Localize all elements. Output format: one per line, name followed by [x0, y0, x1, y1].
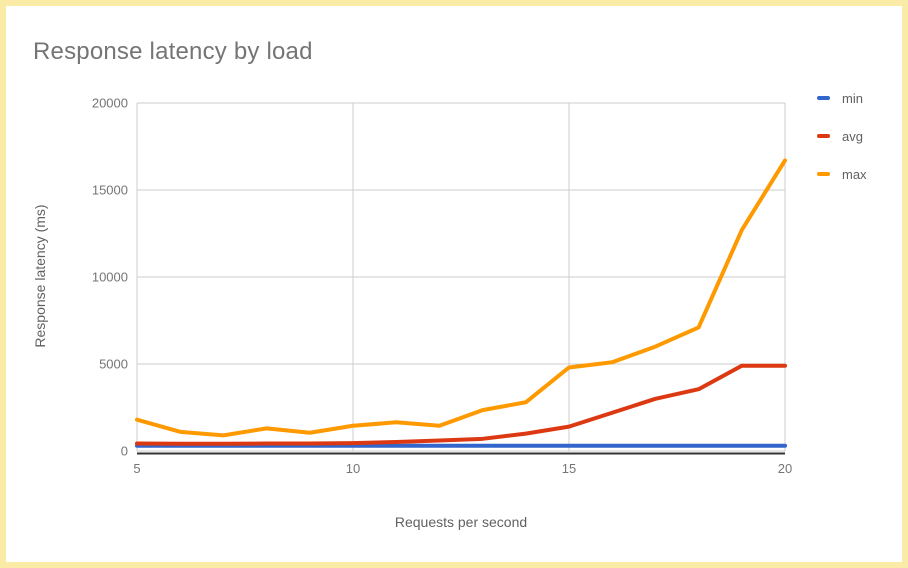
series-line-max [135, 158, 787, 438]
legend-item-min: min [817, 90, 867, 106]
y-tick-label: 10000 [92, 270, 128, 285]
legend-item-avg: avg [817, 128, 867, 144]
x-tick-label: 5 [133, 461, 140, 476]
x-axis-title: Requests per second [394, 514, 528, 530]
legend-label-min: min [842, 90, 863, 106]
y-tick-label: 5000 [99, 357, 128, 372]
legend-label-avg: avg [842, 128, 863, 144]
x-tick-label: 15 [562, 461, 576, 476]
series-line-avg [135, 363, 787, 446]
chart-title: Response latency by load [33, 38, 313, 65]
legend-swatch-avg [817, 134, 830, 138]
x-tick-label: 20 [778, 461, 792, 476]
legend-item-max: max [817, 166, 867, 182]
y-tick-label: 20000 [92, 96, 128, 111]
y-tick-label: 0 [121, 444, 128, 459]
legend: min avg max [817, 90, 867, 204]
y-tick-label: 15000 [92, 183, 128, 198]
x-tick-label: 10 [346, 461, 360, 476]
legend-label-max: max [842, 166, 867, 182]
legend-swatch-min [817, 96, 830, 100]
y-axis-title: Response latency (ms) [32, 204, 48, 348]
legend-swatch-max [817, 172, 830, 176]
